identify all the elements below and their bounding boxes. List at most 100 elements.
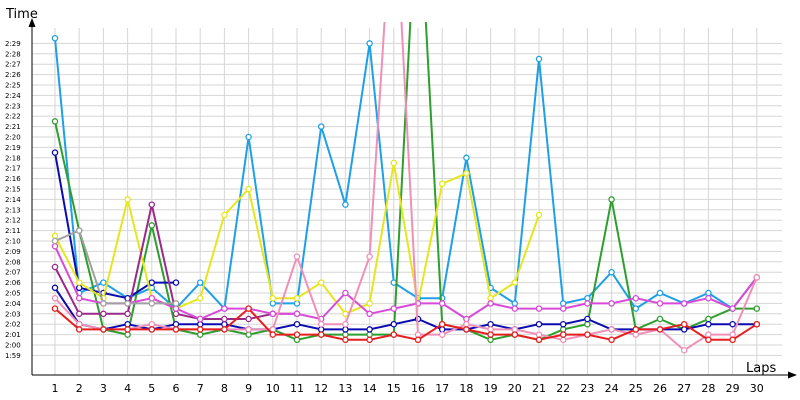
y-tick-label: 2:13 <box>5 206 21 214</box>
data-point <box>124 300 131 307</box>
x-tick-label: 26 <box>653 382 667 395</box>
data-point <box>221 320 228 328</box>
data-point <box>390 331 398 338</box>
data-point <box>559 300 567 307</box>
data-point <box>584 315 591 323</box>
data-point <box>366 331 373 338</box>
y-tick-label: 2:02 <box>5 321 21 329</box>
x-tick-label: 9 <box>245 382 252 395</box>
y-tick-label: 2:28 <box>5 50 21 58</box>
data-point <box>366 326 373 333</box>
x-tick-label: 16 <box>411 382 425 395</box>
data-point <box>221 305 228 312</box>
data-point <box>172 320 180 328</box>
data-point <box>487 294 494 302</box>
y-tick-label: 2:25 <box>5 82 21 90</box>
data-point <box>317 331 325 338</box>
data-point <box>511 305 519 312</box>
data-point <box>245 326 252 333</box>
data-point <box>656 300 664 307</box>
data-point <box>172 305 180 312</box>
x-axis-title: Laps <box>746 361 776 376</box>
data-point <box>438 331 446 338</box>
data-point <box>221 211 228 219</box>
data-point <box>75 279 83 286</box>
data-point <box>100 326 107 333</box>
data-point <box>608 268 615 276</box>
data-point <box>221 315 228 323</box>
data-point <box>293 253 301 260</box>
data-point <box>680 320 688 328</box>
y-tick-label: 2:16 <box>5 175 21 183</box>
data-point <box>342 331 349 338</box>
data-point <box>511 279 519 286</box>
data-point <box>317 123 325 130</box>
x-tick-label: 5 <box>148 382 155 395</box>
x-tick-label: 11 <box>290 382 304 395</box>
data-point <box>51 294 59 302</box>
data-point <box>584 294 591 302</box>
data-point <box>148 279 156 286</box>
y-tick-label: 2:03 <box>5 310 21 318</box>
data-point <box>317 326 325 333</box>
data-point <box>705 315 712 323</box>
x-tick-label: 18 <box>459 382 473 395</box>
data-point <box>535 336 543 344</box>
data-point <box>535 320 543 328</box>
series-line <box>54 245 758 320</box>
data-point <box>753 305 761 312</box>
x-tick-label: 17 <box>435 382 449 395</box>
y-tick-label: 2:22 <box>5 113 21 121</box>
data-point <box>100 300 107 307</box>
y-tick-label: 2:27 <box>5 61 21 69</box>
data-point <box>729 305 736 312</box>
x-tick-label: 21 <box>532 382 546 395</box>
series-lines <box>51 22 761 354</box>
data-point <box>584 331 591 338</box>
data-point <box>656 326 664 333</box>
data-point <box>293 331 301 338</box>
data-point <box>124 310 131 318</box>
y-tick-label: 2:17 <box>5 165 21 173</box>
data-point <box>366 336 373 344</box>
y-tick-label: 2:20 <box>5 134 21 142</box>
data-point <box>559 336 567 344</box>
data-point <box>293 320 301 328</box>
data-point <box>148 326 156 333</box>
data-point <box>705 331 712 338</box>
x-tick-label: 30 <box>750 382 764 395</box>
data-point <box>75 284 83 292</box>
data-point <box>51 242 59 250</box>
data-point <box>148 294 156 302</box>
data-point <box>438 326 446 333</box>
series-line <box>54 229 176 305</box>
data-point <box>463 326 470 333</box>
data-point <box>487 320 494 328</box>
data-point <box>293 336 301 344</box>
data-point <box>584 320 591 328</box>
data-point <box>390 159 398 167</box>
data-point <box>293 310 301 318</box>
data-point <box>100 279 107 286</box>
data-point <box>342 326 349 333</box>
data-point <box>511 326 519 333</box>
data-point <box>317 320 325 328</box>
data-point <box>705 294 712 302</box>
x-tick-label: 6 <box>173 382 180 395</box>
data-point <box>656 289 664 297</box>
data-point <box>75 326 83 333</box>
data-point <box>559 326 567 333</box>
data-point <box>124 294 131 302</box>
data-point <box>269 331 277 338</box>
data-point <box>245 185 252 193</box>
data-point <box>366 310 373 318</box>
data-point <box>100 310 107 318</box>
data-point <box>753 320 761 328</box>
data-point <box>705 320 712 328</box>
x-tick-label: 27 <box>677 382 691 395</box>
data-point <box>729 320 736 328</box>
data-point <box>196 326 204 333</box>
y-tick-label: 2:04 <box>5 300 21 308</box>
data-point <box>172 300 180 307</box>
